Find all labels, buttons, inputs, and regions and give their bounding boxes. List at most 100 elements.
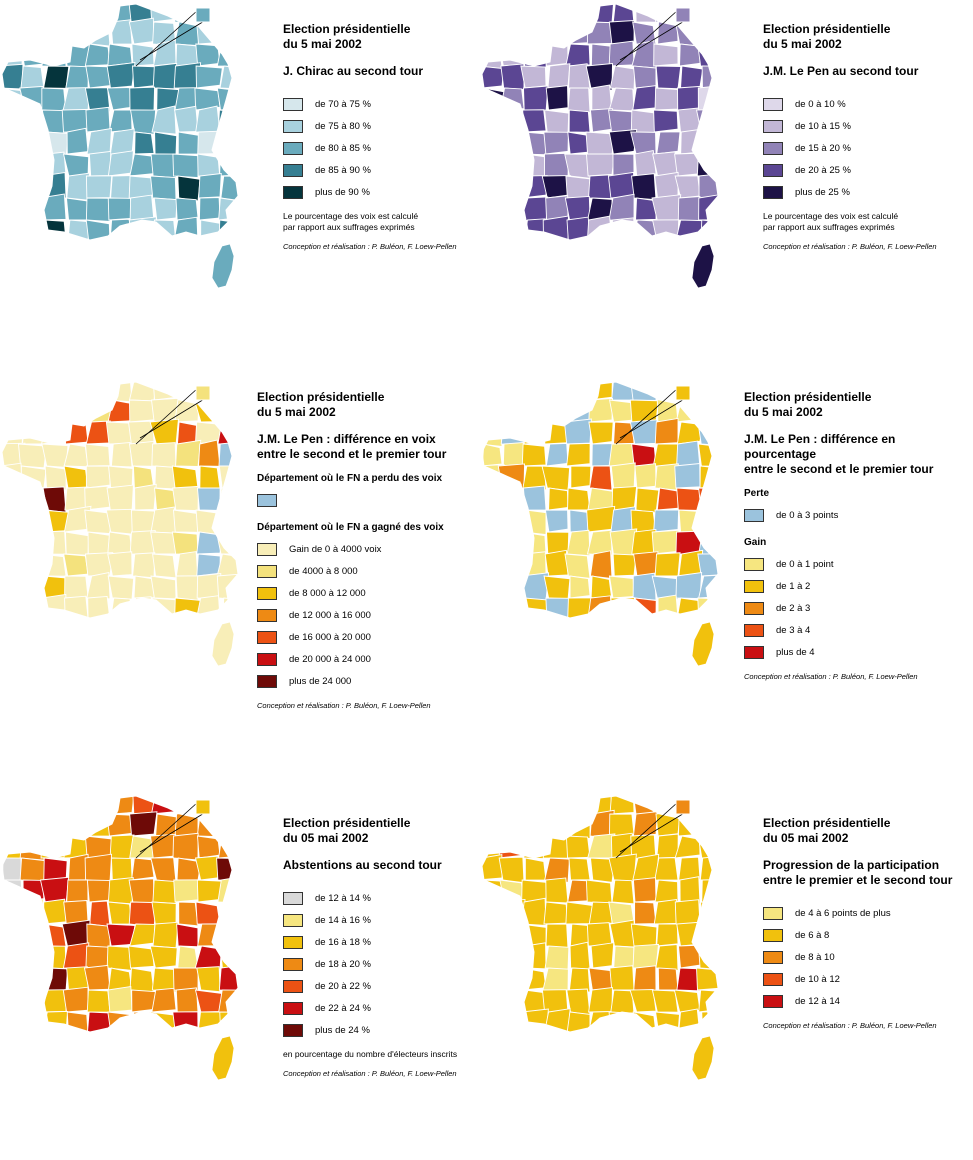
departement — [63, 792, 89, 816]
departement — [178, 176, 200, 201]
departement — [568, 598, 592, 620]
legend-swatch — [744, 602, 764, 615]
departement — [195, 946, 221, 970]
departement — [565, 554, 590, 578]
departement — [2, 1012, 22, 1034]
departement — [133, 553, 155, 578]
departement — [175, 598, 201, 620]
departement — [150, 946, 177, 968]
departement — [63, 88, 89, 112]
departement — [42, 444, 68, 467]
legend-label: de 1 à 2 — [776, 581, 810, 592]
departement — [480, 174, 502, 198]
departement — [522, 898, 546, 925]
departement — [151, 598, 177, 623]
departement — [480, 813, 502, 839]
departement — [656, 945, 678, 971]
departement — [571, 466, 591, 488]
departement — [153, 554, 176, 578]
departement — [152, 988, 176, 1012]
departement — [481, 132, 505, 156]
departement — [243, 132, 245, 157]
departement — [21, 66, 44, 89]
departement — [174, 880, 201, 902]
departement — [197, 21, 222, 44]
departement — [129, 441, 154, 466]
legend-swatch — [283, 98, 303, 111]
departement — [589, 988, 613, 1012]
departement — [546, 598, 569, 621]
legend-item: de 14 à 16 % — [283, 909, 457, 931]
departement — [720, 836, 725, 861]
departement — [176, 440, 201, 466]
legend-label: de 0 à 3 points — [776, 510, 838, 521]
departement — [652, 990, 678, 1012]
departement — [566, 44, 590, 66]
departement — [544, 1009, 570, 1036]
departement — [678, 197, 700, 223]
departement — [587, 923, 612, 946]
departement — [41, 836, 66, 858]
departement — [480, 197, 502, 220]
departement — [22, 197, 46, 223]
departement — [482, 506, 502, 532]
departement — [501, 64, 524, 90]
departement — [718, 858, 725, 882]
legend-note: Le pourcentage des voix est calculé par … — [763, 211, 937, 233]
departement — [719, 990, 725, 1013]
departement — [609, 576, 634, 598]
legend-item: de 10 à 15 % — [763, 115, 937, 137]
departement — [223, 792, 245, 816]
departement — [223, 0, 242, 23]
departement — [0, 814, 22, 836]
departement — [90, 901, 110, 927]
departement — [589, 1034, 614, 1056]
departement — [700, 130, 722, 154]
departement — [220, 153, 243, 176]
departement — [588, 242, 612, 266]
departement — [656, 811, 680, 836]
departement — [133, 792, 155, 814]
departement — [546, 86, 568, 110]
departement — [520, 1034, 546, 1056]
departement — [544, 132, 569, 154]
departement — [545, 242, 568, 267]
departement — [111, 20, 132, 44]
departement — [221, 176, 242, 201]
departement — [219, 220, 242, 244]
departement — [87, 128, 111, 154]
departement — [658, 595, 678, 620]
departement — [675, 900, 700, 925]
departement — [130, 836, 154, 858]
departement — [545, 946, 569, 970]
departement — [504, 814, 527, 837]
legend-swatch — [763, 120, 783, 133]
departement — [698, 792, 722, 815]
departement — [567, 443, 591, 466]
legend-label: de 8 à 10 — [795, 952, 835, 963]
legend-note: Le pourcentage des voix est calculé par … — [283, 211, 457, 233]
departement — [20, 378, 45, 400]
departement — [677, 922, 703, 946]
legend-item: Gain de 0 à 4000 voix — [257, 538, 446, 560]
departement — [87, 573, 110, 599]
departement — [699, 924, 722, 946]
departement — [718, 42, 725, 66]
departement — [679, 510, 701, 533]
legend-swatch — [763, 142, 783, 155]
departement — [654, 110, 678, 132]
departement — [720, 792, 725, 814]
legend-swatch — [763, 164, 783, 177]
legend-item: de 20 à 22 % — [283, 975, 457, 997]
departement — [480, 554, 502, 576]
departement — [724, 0, 725, 23]
departement — [111, 443, 132, 467]
departement — [174, 217, 198, 245]
departement — [129, 18, 154, 44]
departement — [242, 1034, 245, 1056]
france-map — [0, 378, 245, 673]
departement — [699, 195, 722, 220]
departement — [699, 174, 722, 198]
departement — [700, 510, 724, 534]
